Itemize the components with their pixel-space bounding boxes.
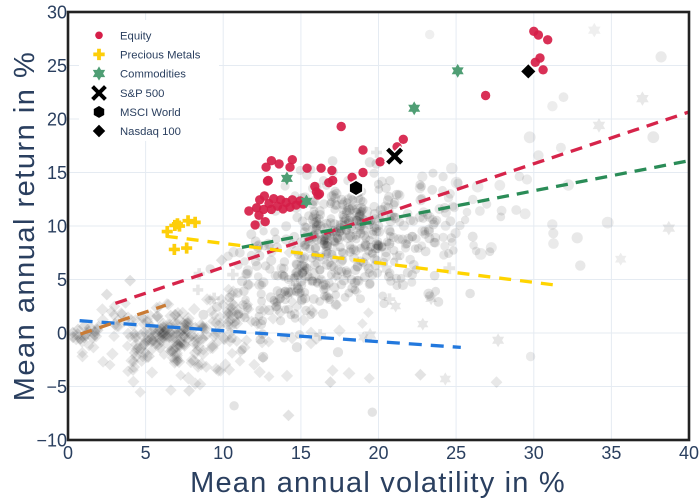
svg-text:Commodities: Commodities	[120, 69, 186, 81]
svg-text:30: 30	[524, 443, 544, 463]
svg-text:MSCI World: MSCI World	[120, 107, 181, 119]
svg-text:5: 5	[141, 443, 151, 463]
svg-text:30: 30	[47, 3, 67, 23]
svg-text:Mean annual volatility in %: Mean annual volatility in %	[190, 467, 566, 499]
svg-text:5: 5	[57, 270, 67, 290]
svg-text:0: 0	[57, 324, 67, 344]
svg-text:35: 35	[601, 443, 621, 463]
svg-text:15: 15	[291, 443, 311, 463]
svg-text:10: 10	[47, 217, 67, 237]
svg-text:20: 20	[368, 443, 388, 463]
svg-text:15: 15	[47, 163, 67, 183]
svg-text:0: 0	[63, 443, 73, 463]
svg-text:20: 20	[47, 110, 67, 130]
svg-text:40: 40	[679, 443, 699, 463]
svg-text:−5: −5	[46, 377, 67, 397]
svg-text:25: 25	[446, 443, 466, 463]
svg-text:Mean annual return in %: Mean annual return in %	[9, 51, 41, 401]
svg-text:25: 25	[47, 56, 67, 76]
svg-text:Nasdaq 100: Nasdaq 100	[120, 126, 181, 138]
svg-text:Equity: Equity	[120, 31, 152, 43]
svg-text:S&P 500: S&P 500	[120, 88, 164, 100]
svg-text:−10: −10	[36, 431, 67, 451]
svg-text:Precious Metals: Precious Metals	[120, 50, 201, 62]
svg-text:10: 10	[213, 443, 233, 463]
